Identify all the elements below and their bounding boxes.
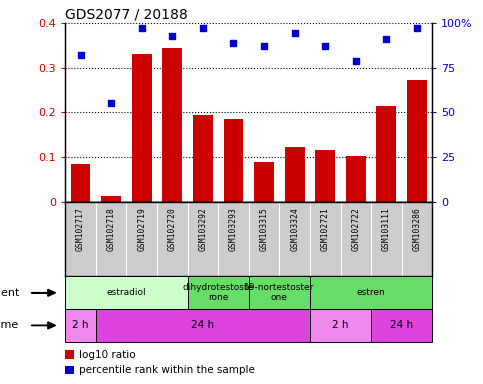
Bar <box>96 309 310 342</box>
Text: time: time <box>0 320 19 331</box>
Text: dihydrotestoste
rone: dihydrotestoste rone <box>183 283 254 303</box>
Bar <box>315 150 335 202</box>
Text: GSM103315: GSM103315 <box>259 208 269 252</box>
Bar <box>376 106 397 202</box>
Bar <box>310 309 371 342</box>
Point <box>383 36 390 42</box>
Text: GSM103286: GSM103286 <box>412 208 422 252</box>
Text: 2 h: 2 h <box>72 320 89 331</box>
Bar <box>254 162 274 202</box>
Text: GSM103324: GSM103324 <box>290 208 299 252</box>
Bar <box>310 276 432 309</box>
Bar <box>65 309 96 342</box>
Point <box>138 25 145 31</box>
Text: agent: agent <box>0 288 19 298</box>
Bar <box>346 156 366 202</box>
Text: GSM102721: GSM102721 <box>321 208 330 252</box>
Point <box>352 58 360 64</box>
Text: percentile rank within the sample: percentile rank within the sample <box>79 365 255 375</box>
Bar <box>101 196 121 202</box>
Text: GSM103293: GSM103293 <box>229 208 238 252</box>
Text: 2 h: 2 h <box>332 320 349 331</box>
Text: GSM102717: GSM102717 <box>76 208 85 252</box>
Point <box>260 43 268 49</box>
Point <box>107 100 115 106</box>
Point <box>321 43 329 49</box>
Point <box>229 40 237 46</box>
Bar <box>65 276 187 309</box>
Bar <box>407 80 427 202</box>
Text: estren: estren <box>357 288 385 297</box>
Text: GSM103292: GSM103292 <box>199 208 207 252</box>
Bar <box>132 54 152 202</box>
Point <box>169 33 176 39</box>
Text: GSM102720: GSM102720 <box>168 208 177 252</box>
Bar <box>284 147 305 202</box>
Text: GSM102722: GSM102722 <box>351 208 360 252</box>
Point <box>291 30 298 36</box>
Bar <box>193 114 213 202</box>
Bar <box>371 309 432 342</box>
Text: 24 h: 24 h <box>191 320 214 331</box>
Text: GSM103111: GSM103111 <box>382 208 391 252</box>
Text: 19-nortestoster
one: 19-nortestoster one <box>244 283 314 303</box>
Bar <box>71 164 90 202</box>
Text: GSM102719: GSM102719 <box>137 208 146 252</box>
Bar <box>249 276 310 309</box>
Text: 24 h: 24 h <box>390 320 413 331</box>
Bar <box>187 276 249 309</box>
Point <box>199 25 207 31</box>
Text: GSM102718: GSM102718 <box>107 208 115 252</box>
Point <box>413 25 421 31</box>
Text: estradiol: estradiol <box>107 288 146 297</box>
Text: log10 ratio: log10 ratio <box>79 350 135 360</box>
Bar <box>162 48 182 202</box>
Point <box>77 52 85 58</box>
Text: GDS2077 / 20188: GDS2077 / 20188 <box>65 8 188 22</box>
Bar <box>224 119 243 202</box>
